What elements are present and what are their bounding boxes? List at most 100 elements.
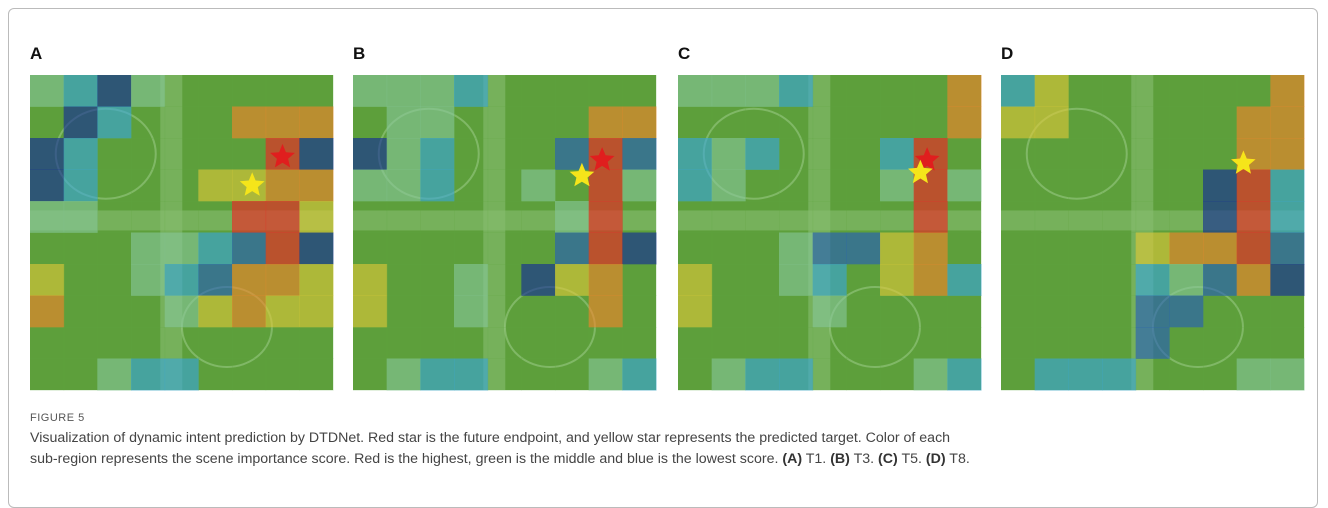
heatmap-cell <box>1136 138 1170 170</box>
heatmap-cell <box>555 296 589 328</box>
heatmap-cell <box>947 107 981 139</box>
heatmap-cell <box>1270 201 1304 233</box>
heatmap-cell <box>1203 233 1237 265</box>
heatmap-cell <box>914 75 948 107</box>
heatmap-cell <box>299 327 333 359</box>
heatmap-cell <box>846 138 880 170</box>
heatmap-cell <box>488 201 522 233</box>
heatmap-cell <box>131 327 165 359</box>
heatmap-cell <box>387 75 421 107</box>
heatmap-cell <box>712 138 746 170</box>
caption-text: T1. <box>806 451 827 467</box>
heatmap-cell <box>454 201 488 233</box>
heatmap-cell <box>555 233 589 265</box>
heatmap-cell <box>1102 75 1136 107</box>
heatmap-cell <box>947 327 981 359</box>
heatmap-cell <box>131 170 165 202</box>
heatmap-cell <box>880 327 914 359</box>
heatmap-cell <box>97 296 131 328</box>
heatmap-cell <box>779 107 813 139</box>
heatmap-cell <box>1237 233 1271 265</box>
heatmap-cell <box>165 296 199 328</box>
heatmap-cell <box>678 75 712 107</box>
heatmap-cell <box>266 233 300 265</box>
heatmap-cell <box>1001 296 1035 328</box>
heatmap-cell <box>880 170 914 202</box>
heatmap-cell <box>1169 359 1203 391</box>
heatmap-cell <box>1203 359 1237 391</box>
heatmap-cell <box>299 359 333 391</box>
heatmap-cell <box>64 359 98 391</box>
heatmap-cell <box>914 359 948 391</box>
heatmap-cell <box>97 138 131 170</box>
heatmap-cell <box>165 233 199 265</box>
heatmap-cell <box>387 201 421 233</box>
heatmap-cell <box>555 327 589 359</box>
heatmap-cell <box>745 138 779 170</box>
heatmap-cell <box>1237 170 1271 202</box>
heatmap-cell <box>198 201 232 233</box>
heatmap-cell <box>420 264 454 296</box>
heatmap-cell <box>1270 264 1304 296</box>
heatmap-cell <box>1203 264 1237 296</box>
heatmap-cell <box>30 327 64 359</box>
heatmap-cell <box>1203 107 1237 139</box>
heatmap-cell <box>1035 264 1069 296</box>
heatmap-cell <box>678 327 712 359</box>
heatmap-cell <box>880 359 914 391</box>
heatmap-cell <box>353 138 387 170</box>
heatmap-cell <box>30 264 64 296</box>
heatmap-cell <box>1136 75 1170 107</box>
heatmap-cell <box>622 138 656 170</box>
heatmap-cell <box>454 296 488 328</box>
heatmap-cell <box>299 296 333 328</box>
heatmap-cell <box>198 359 232 391</box>
heatmap-cell <box>1237 264 1271 296</box>
heatmap-cell <box>266 296 300 328</box>
heatmap-cell <box>64 138 98 170</box>
heatmap-cell <box>521 170 555 202</box>
heatmap-cell <box>779 264 813 296</box>
heatmap-cell <box>488 170 522 202</box>
heatmap-cell <box>454 359 488 391</box>
heatmap-cell <box>1102 201 1136 233</box>
heatmap-cell <box>420 170 454 202</box>
heatmap-cell <box>353 264 387 296</box>
heatmap-cell <box>1270 327 1304 359</box>
heatmap-cell <box>589 327 623 359</box>
heatmap-cell <box>745 233 779 265</box>
heatmap-cell <box>454 170 488 202</box>
heatmap-cell <box>880 296 914 328</box>
heatmap-cell <box>1203 170 1237 202</box>
heatmap-cell <box>198 107 232 139</box>
heatmap-cell <box>880 201 914 233</box>
heatmap-cell <box>622 327 656 359</box>
heatmap-cell <box>745 107 779 139</box>
heatmap-cell <box>1068 138 1102 170</box>
heatmap-cell <box>1136 327 1170 359</box>
heatmap-cell <box>712 201 746 233</box>
heatmap-cell <box>64 170 98 202</box>
heatmap-cell <box>622 264 656 296</box>
figure-panels <box>0 0 1328 400</box>
heatmap-cell <box>420 138 454 170</box>
heatmap-cell <box>420 233 454 265</box>
heatmap-cell <box>232 107 266 139</box>
heatmap-cell <box>488 233 522 265</box>
heatmap-cell <box>299 233 333 265</box>
heatmap-cell <box>131 264 165 296</box>
heatmap-cell <box>846 264 880 296</box>
heatmap-cell <box>779 327 813 359</box>
heatmap-cell <box>1136 107 1170 139</box>
heatmap-cell <box>1068 359 1102 391</box>
heatmap-cell <box>1102 138 1136 170</box>
heatmap-cell <box>165 138 199 170</box>
heatmap-cell <box>131 107 165 139</box>
heatmap-cell <box>30 201 64 233</box>
heatmap-cell <box>1068 201 1102 233</box>
heatmap-cell <box>1035 296 1069 328</box>
heatmap-cell <box>64 296 98 328</box>
heatmap-cell <box>521 296 555 328</box>
heatmap-cell <box>30 107 64 139</box>
heatmap-cell <box>488 359 522 391</box>
